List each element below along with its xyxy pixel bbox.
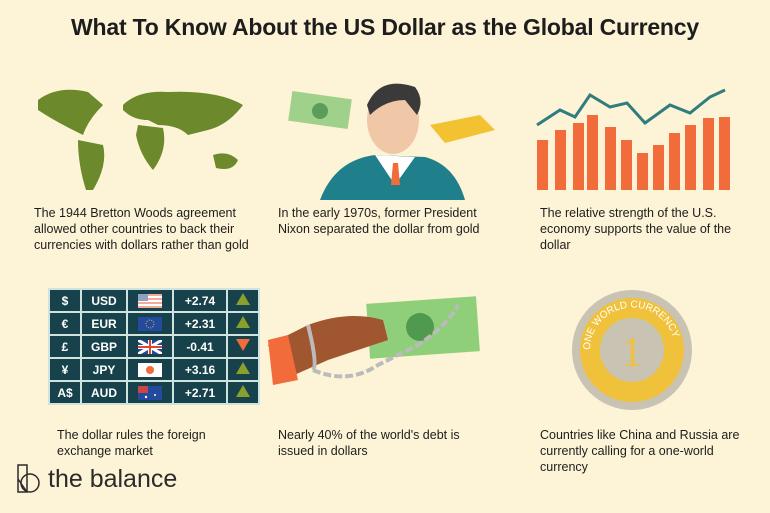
- flag-uk-icon: [128, 336, 172, 357]
- panel-caption: Nearly 40% of the world's debt is issued…: [278, 428, 460, 458]
- page-title: What To Know About the US Dollar as the …: [71, 14, 699, 40]
- currency-symbol: £: [50, 336, 80, 357]
- panel-caption: Countries like China and Russia are curr…: [540, 428, 740, 474]
- bar-chart-trend-icon: [536, 88, 730, 190]
- logo-text: the balance: [48, 464, 178, 493]
- fx-row-usd: $ USD +2.74: [50, 290, 258, 311]
- currency-code: AUD: [82, 382, 126, 403]
- arrow-up-icon: [228, 359, 258, 380]
- currency-code: EUR: [82, 313, 126, 334]
- currency-change: +2.31: [174, 313, 226, 334]
- currency-symbol: €: [50, 313, 80, 334]
- panel-caption: In the early 1970s, former President Nix…: [278, 206, 480, 236]
- panel-caption: The dollar rules the foreign exchange ma…: [57, 428, 206, 458]
- flag-au-icon: [128, 382, 172, 403]
- currency-change: +3.16: [174, 359, 226, 380]
- flag-us-icon: [128, 290, 172, 311]
- coin-number: 1: [622, 330, 643, 376]
- currency-code: JPY: [82, 359, 126, 380]
- world-coin-icon: ONE WORLD CURRENCY 1: [572, 290, 692, 410]
- arrow-up-icon: [228, 313, 258, 334]
- currency-symbol: ¥: [50, 359, 80, 380]
- currency-change: -0.41: [174, 336, 226, 357]
- the-balance-logo: the balance: [16, 464, 177, 494]
- arrow-up-icon: [228, 290, 258, 311]
- arrow-up-icon: [228, 382, 258, 403]
- currency-symbol: $: [50, 290, 80, 311]
- currency-code: GBP: [82, 336, 126, 357]
- chained-dollar-icon: [268, 296, 480, 385]
- flag-eu-icon: [128, 313, 172, 334]
- flag-jp-icon: [128, 359, 172, 380]
- panel-caption: The relative strength of the U.S. econom…: [540, 206, 732, 252]
- panel-caption: The 1944 Bretton Woods agreement allowed…: [34, 206, 249, 252]
- arrow-down-icon: [228, 336, 258, 357]
- fx-row-eur: € EUR +2.31: [50, 313, 258, 334]
- world-map-icon: [38, 89, 243, 190]
- currency-symbol: A$: [50, 382, 80, 403]
- currency-change: +2.74: [174, 290, 226, 311]
- currency-code: USD: [82, 290, 126, 311]
- currency-change: +2.71: [174, 382, 226, 403]
- fx-row-aud: A$ AUD +2.71: [50, 382, 258, 403]
- currency-table-icon: $ USD +2.74 € EUR +2.31 £ GBP -0.41 ¥ JP…: [48, 288, 260, 405]
- fx-row-gbp: £ GBP -0.41: [50, 336, 258, 357]
- fx-row-jpy: ¥ JPY +3.16: [50, 359, 258, 380]
- balance-logo-icon: [17, 464, 40, 493]
- nixon-dollar-gold-icon: [288, 83, 495, 200]
